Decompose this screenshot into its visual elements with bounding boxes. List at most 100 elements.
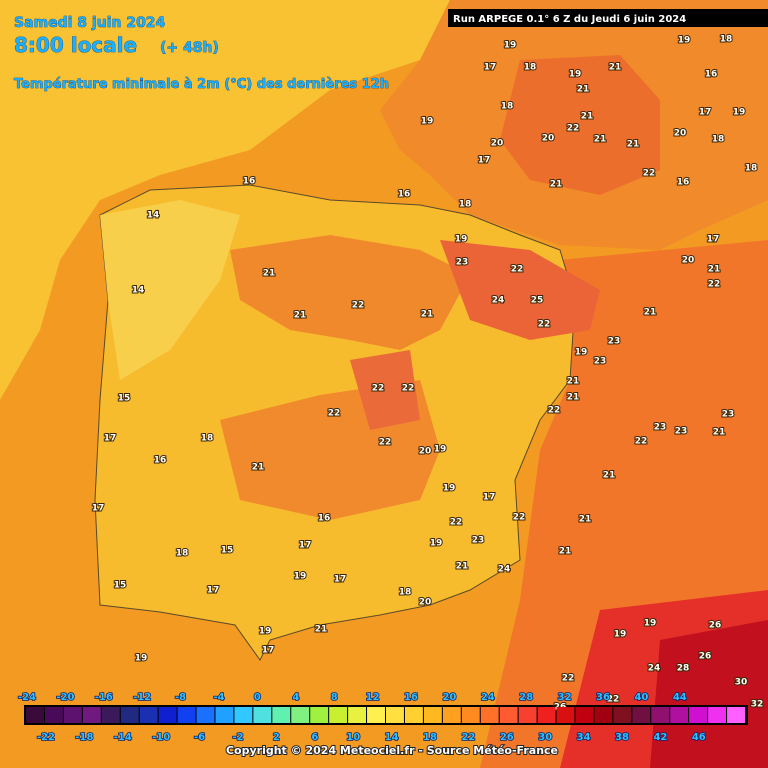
temperature-label: 24 <box>648 664 661 674</box>
temperature-label: 16 <box>243 177 256 187</box>
colorbar-cell <box>329 707 348 723</box>
temperature-label: 17 <box>699 108 712 118</box>
temperature-label: 19 <box>443 484 456 494</box>
colorbar-cell <box>367 707 385 723</box>
ebro-warm <box>440 240 600 340</box>
temperature-label: 17 <box>299 541 312 551</box>
temperature-label: 22 <box>548 406 561 416</box>
temperature-label: 16 <box>318 514 331 524</box>
colorbar-label: -20 <box>56 692 74 703</box>
temperature-label: 20 <box>419 447 432 457</box>
colorbar-label: 26 <box>500 732 514 743</box>
colorbar-label: 28 <box>519 692 533 703</box>
colorbar-cell <box>196 707 215 723</box>
colorbar-label: 32 <box>558 692 572 703</box>
temperature-label: 26 <box>699 652 712 662</box>
temperature-label: 32 <box>751 700 764 710</box>
temperature-label: 21 <box>644 308 657 318</box>
temperature-label: 18 <box>712 135 725 145</box>
colorbar-cell <box>708 707 727 723</box>
colorbar-label: 0 <box>254 692 261 703</box>
temperature-label: 22 <box>511 265 524 275</box>
warm-zone <box>500 55 660 195</box>
temperature-label: 21 <box>713 428 726 438</box>
colorbar-cell <box>234 707 253 723</box>
temperature-label: 17 <box>262 646 275 656</box>
temperature-label: 24 <box>492 296 505 306</box>
temperature-label: 25 <box>531 296 544 306</box>
temperature-label: 22 <box>450 518 463 528</box>
colorbar-label: 40 <box>634 692 648 703</box>
temperature-label: 22 <box>328 409 341 419</box>
temperature-label: 15 <box>114 581 127 591</box>
temperature-label: 23 <box>722 410 735 420</box>
meseta-warm <box>230 235 470 350</box>
temperature-label: 18 <box>176 549 189 559</box>
temperature-label: 19 <box>421 117 434 127</box>
colorbar-cell <box>632 707 651 723</box>
colorbar-label: 46 <box>692 732 706 743</box>
temperature-label: 26 <box>709 621 722 631</box>
colorbar-label: 10 <box>346 732 360 743</box>
temperature-label: 23 <box>608 337 621 347</box>
temperature-label: 20 <box>419 598 432 608</box>
colorbar-label: 36 <box>596 692 610 703</box>
temperature-label: 19 <box>569 70 582 80</box>
colorbar-cell <box>139 707 158 723</box>
colorbar-label: 6 <box>311 732 318 743</box>
temperature-label: 22 <box>567 124 580 134</box>
temperature-label: 21 <box>421 310 434 320</box>
temperature-label: 18 <box>501 102 514 112</box>
colorbar-label: 30 <box>538 732 552 743</box>
time: 8:00 locale <box>14 33 137 57</box>
colorbar-label: -24 <box>18 692 36 703</box>
temperature-label: 22 <box>635 437 648 447</box>
temperature-label: 17 <box>92 504 105 514</box>
colorbar-cell <box>651 707 670 723</box>
temperature-label: 18 <box>399 588 412 598</box>
colorbar-cell <box>575 707 594 723</box>
colorbar-label: -14 <box>114 732 132 743</box>
temperature-label: 22 <box>607 695 620 705</box>
temperature-label: 18 <box>720 35 733 45</box>
colorbar-cell <box>594 707 613 723</box>
colorbar-label: -22 <box>37 732 55 743</box>
lead: (+ 48h) <box>160 40 219 56</box>
temperature-label: 21 <box>456 562 469 572</box>
colorbar-label: 14 <box>385 732 399 743</box>
temperature-label: 21 <box>550 180 563 190</box>
temperature-label: 21 <box>603 471 616 481</box>
temperature-label: 14 <box>147 211 160 221</box>
colorbar-label: 24 <box>481 692 495 703</box>
temperature-label: 21 <box>567 377 580 387</box>
colorbar-label: -10 <box>152 732 170 743</box>
colorbar-label: 34 <box>577 732 591 743</box>
run-info: Run ARPEGE 0.1° 6 Z du Jeudi 6 juin 2024 <box>453 14 686 25</box>
temperature-label: 22 <box>352 301 365 311</box>
cool-sea <box>0 0 450 400</box>
colorbar-cell <box>613 707 632 723</box>
temperature-label: 22 <box>379 438 392 448</box>
colorbar-cell <box>348 707 367 723</box>
temperature-label: 19 <box>644 619 657 629</box>
parameter: Température minimale à 2m (°C) des derni… <box>14 77 389 92</box>
temperature-label: 18 <box>745 164 758 174</box>
temperature-label: 22 <box>513 513 526 523</box>
colorbar-cell <box>63 707 82 723</box>
colorbar-label: 44 <box>673 692 687 703</box>
colorbar-cell <box>120 707 139 723</box>
colorbar-cell <box>101 707 120 723</box>
colorbar-cell <box>82 707 101 723</box>
colorbar-cell <box>291 707 310 723</box>
temperature-label: 20 <box>682 256 695 266</box>
temperature-label: 23 <box>472 536 485 546</box>
temperature-label: 16 <box>677 178 690 188</box>
tajo-warm <box>350 350 420 430</box>
temperature-label: 21 <box>579 515 592 525</box>
colorbar-label: 20 <box>442 692 456 703</box>
temperature-label: 21 <box>559 547 572 557</box>
colorbar-label: -18 <box>75 732 93 743</box>
colorbar-label: 2 <box>273 732 280 743</box>
colorbar-cell <box>253 707 272 723</box>
